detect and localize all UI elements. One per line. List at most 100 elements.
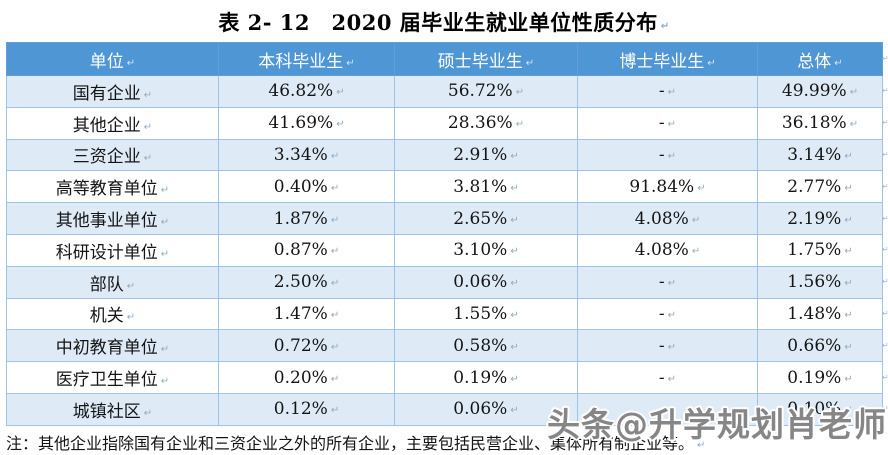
value-cell-text: 0.72% [273, 335, 328, 356]
cell-return-mark: ↵ [834, 57, 843, 69]
cell-return-mark: ↵ [143, 121, 153, 133]
value-cell-text: 3.14% [787, 144, 842, 165]
value-cell: - ↵ [577, 75, 758, 108]
value-cell-text: 0.19% [453, 367, 508, 388]
cell-return-mark: ↵ [160, 248, 170, 260]
value-cell-text: 0.87% [273, 240, 328, 261]
header-cell-text: 单位 [89, 51, 124, 72]
value-cell-text: 0.12% [273, 399, 328, 420]
value-cell-text: 0.10% [787, 399, 842, 420]
cell-return-mark: ↵ [849, 119, 859, 131]
watermark: 头条@升学规划肖老师 [547, 405, 887, 444]
header-cell-text: 本科毕业生 [258, 51, 344, 72]
cell-return-mark: ↵ [143, 407, 153, 419]
row-end-return-mark: ↵ [882, 149, 888, 159]
value-cell-text: 0.19% [787, 367, 842, 388]
cell-return-mark: ↵ [844, 214, 853, 226]
row-end-return-mark: ↵ [882, 277, 888, 287]
cell-return-mark: ↵ [160, 217, 170, 229]
table-row: 部队 ↵ 2.50% ↵ 0.06% ↵ - ↵ 1.56% ↵ [6, 265, 883, 299]
cell-return-mark: ↵ [330, 214, 340, 226]
row-end-return-mark: ↵ [882, 54, 888, 63]
header-cell-text: 博士毕业生 [619, 51, 705, 72]
value-cell-text: - [658, 144, 665, 165]
cell-return-mark: ↵ [510, 182, 519, 194]
value-cell-text: 2.91% [453, 144, 508, 165]
cell-return-mark: ↵ [844, 246, 853, 258]
value-cell-text: 0.06% [453, 399, 508, 420]
table-row: 高等教育单位 ↵ 0.40% ↵ 3.81% ↵ 91.84% ↵ 2.77% ↵ [6, 170, 883, 204]
value-cell: 1.56% ↵ [757, 265, 883, 299]
cell-return-mark: ↵ [510, 214, 519, 226]
cell-return-mark: ↵ [844, 150, 853, 162]
cell-return-mark: ↵ [849, 87, 859, 99]
category-cell: 高等教育单位 ↵ [6, 170, 219, 204]
row-end-return-mark: ↵ [882, 245, 888, 255]
table-title-text: 表 2- 12 2020 届毕业生就业单位性质分布 [218, 10, 658, 35]
category-cell: 其他企业 ↵ [6, 106, 219, 140]
footnote-text: 注：其他企业指除国有企业和三资企业之外的所有企业，主要包括民营企业、集体所有制企… [6, 434, 695, 453]
value-cell-text: 0.40% [273, 176, 328, 197]
value-cell: 0.66% ↵ [757, 329, 883, 363]
value-cell-text: 0.66% [787, 335, 842, 356]
category-cell: 科研设计单位 ↵ [6, 233, 219, 267]
value-cell-text: - [658, 399, 665, 420]
value-cell-text: 0.20% [273, 367, 328, 388]
value-cell: - ↵ [577, 138, 758, 172]
cell-return-mark: ↵ [143, 153, 153, 165]
table-row: 城镇社区 ↵ 0.12% ↵ 0.06% ↵ - ↵ 0.10% ↵ [6, 392, 883, 426]
table-row: 科研设计单位 ↵ 0.87% ↵ 3.10% ↵ 4.08% ↵ 1.75% ↵ [6, 233, 883, 267]
table-header: 单位 ↵ 本科毕业生 ↵ 硕士毕业生 ↵ 博士毕业生 ↵ 总体 ↵ [6, 42, 883, 76]
value-cell-text: 1.47% [273, 303, 328, 324]
paragraph-return-mark: ↵ [660, 21, 670, 32]
value-cell: 0.40% ↵ [218, 170, 395, 204]
value-cell: 1.75% ↵ [757, 233, 883, 267]
table-row: 中初教育单位 ↵ 0.72% ↵ 0.58% ↵ - ↵ 0.66% ↵ [6, 329, 883, 363]
value-cell: - ↵ [577, 361, 758, 394]
row-end-return-mark: ↵ [882, 372, 888, 382]
cell-return-mark: ↵ [510, 373, 519, 385]
value-cell: 0.19% ↵ [757, 361, 883, 394]
value-cell: 49.99% ↵ [757, 75, 883, 108]
header-cell-text: 总体 [797, 51, 832, 72]
cell-return-mark: ↵ [844, 182, 853, 194]
row-end-return-mark: ↵ [882, 213, 888, 223]
cell-return-mark: ↵ [510, 150, 519, 162]
value-cell: - ↵ [577, 265, 758, 299]
cell-return-mark: ↵ [515, 119, 525, 131]
value-cell-text: - [658, 367, 665, 388]
cell-return-mark: ↵ [844, 405, 853, 417]
value-cell-text: 2.65% [453, 208, 508, 229]
value-cell-text: - [658, 272, 665, 293]
cell-return-mark: ↵ [667, 278, 677, 290]
category-cell-text: 国有企业 [72, 83, 141, 104]
row-end-return-mark: ↵ [882, 308, 888, 318]
category-cell: 部队 ↵ [6, 265, 219, 299]
header-cell: 单位 ↵ [6, 42, 219, 76]
value-cell: 28.36% ↵ [394, 106, 578, 140]
value-cell-text: 46.82% [268, 81, 334, 102]
cell-return-mark: ↵ [515, 87, 525, 99]
cell-return-mark: ↵ [160, 185, 170, 197]
cell-return-mark: ↵ [510, 309, 519, 321]
cell-return-mark: ↵ [844, 278, 853, 290]
cell-return-mark: ↵ [330, 278, 340, 290]
value-cell: 0.20% ↵ [218, 361, 395, 394]
row-end-return-mark: ↵ [882, 404, 888, 414]
value-cell: - ↵ [577, 392, 758, 426]
cell-return-mark: ↵ [510, 246, 519, 258]
cell-return-mark: ↵ [667, 405, 677, 417]
cell-return-mark: ↵ [330, 182, 340, 194]
category-cell-text: 中初教育单位 [55, 338, 158, 359]
value-cell: 41.69% ↵ [218, 106, 395, 140]
category-cell: 医疗卫生单位 ↵ [6, 361, 219, 394]
table-row: 医疗卫生单位 ↵ 0.20% ↵ 0.19% ↵ - ↵ 0.19% ↵ [6, 361, 883, 394]
value-cell-text: 2.19% [787, 208, 842, 229]
value-cell: 56.72% ↵ [394, 75, 578, 108]
table-row: 其他企业 ↵ 41.69% ↵ 28.36% ↵ - ↵ 36.18% ↵ [6, 106, 883, 140]
cell-return-mark: ↵ [336, 87, 345, 99]
paragraph-return-mark: ↵ [697, 440, 706, 451]
cell-return-mark: ↵ [525, 57, 535, 69]
table-title: 表 2- 12 2020 届毕业生就业单位性质分布 ↵ [0, 7, 888, 37]
